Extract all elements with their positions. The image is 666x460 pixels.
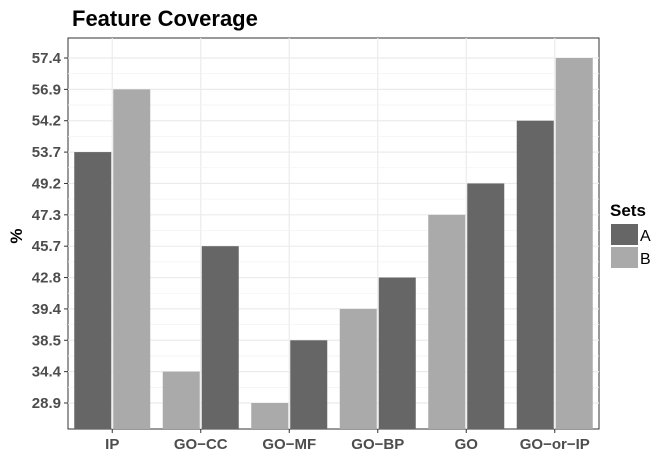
bar-b [251, 403, 289, 429]
bar-a [467, 183, 505, 429]
legend-title: Sets [610, 201, 646, 220]
bar-b [428, 214, 466, 429]
bar-b [339, 308, 377, 429]
bar-a [74, 152, 112, 429]
y-tick-label: 45.7 [32, 238, 61, 255]
y-tick-label: 47.3 [32, 207, 61, 224]
x-tick-label: GO [455, 436, 479, 453]
y-tick-label: 34.4 [32, 364, 62, 381]
x-tick-label: GO−BP [351, 436, 404, 453]
bars [74, 58, 593, 430]
chart-title: Feature Coverage [72, 6, 258, 31]
x-tick-label: GO−CC [174, 436, 228, 453]
y-axis: 28.9 34.4 38.5 39.4 42.8 45.7 47.3 49.2 53.7 54.2… [32, 50, 68, 412]
y-axis-label: % [7, 228, 26, 243]
legend-label-b: B [640, 251, 651, 268]
x-axis: IP GO−CC GO−MF GO−BP GO GO−or−IP [105, 429, 590, 453]
x-tick-label: IP [105, 436, 119, 453]
legend-swatch-b [611, 247, 638, 268]
bar-a [290, 340, 328, 429]
y-tick-label: 53.7 [32, 144, 61, 161]
x-tick-label: GO−MF [262, 436, 316, 453]
bar-a [378, 277, 416, 429]
y-tick-label: 42.8 [32, 270, 61, 287]
bar-b [555, 58, 593, 429]
y-tick-label: 57.4 [32, 50, 62, 67]
y-tick-label: 28.9 [32, 395, 61, 412]
plot-panel [67, 37, 600, 430]
x-tick-label: GO−or−IP [520, 436, 590, 453]
y-tick-label: 56.9 [32, 81, 61, 98]
legend-swatch-a [611, 224, 638, 245]
bar-a [516, 120, 554, 430]
bar-b [162, 371, 200, 429]
y-tick-label: 38.5 [32, 332, 61, 349]
y-tick-label: 54.2 [32, 113, 61, 130]
y-tick-label: 49.2 [32, 175, 61, 192]
gridlines [68, 38, 599, 429]
bar-a [201, 246, 239, 429]
legend: Sets A B [610, 201, 651, 268]
legend-label-a: A [640, 228, 651, 245]
y-tick-label: 39.4 [32, 301, 62, 318]
bar-b [113, 89, 151, 429]
